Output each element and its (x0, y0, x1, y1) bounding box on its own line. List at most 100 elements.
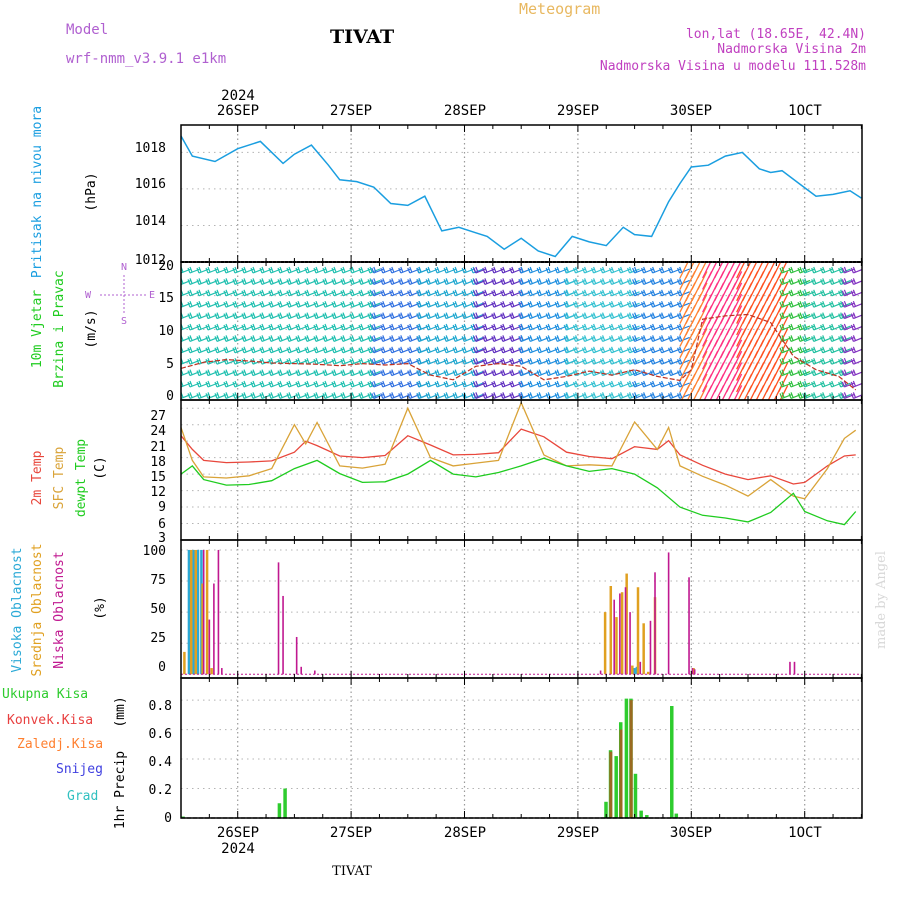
wind-barb (434, 266, 448, 274)
wind-barb (797, 380, 811, 388)
wind-barb (223, 380, 237, 388)
wind-barb (536, 312, 550, 320)
wind-barb (313, 289, 327, 297)
top-day-tick: 1OCT (788, 103, 822, 119)
wind-barb (398, 323, 412, 331)
wind-barb (286, 380, 300, 388)
wind-barb (295, 335, 309, 342)
wind-barb (641, 312, 654, 320)
wind-barb (677, 346, 690, 354)
wind-barb (788, 323, 802, 331)
wind-barb (340, 312, 354, 320)
wind-barb (313, 357, 327, 365)
wind-barb (582, 312, 595, 320)
wind-barb (268, 300, 282, 308)
wind-barb (573, 346, 586, 354)
wind-barb (698, 385, 708, 400)
wind-barb (295, 312, 309, 320)
wind-barb (573, 323, 586, 331)
pressure-ytick: 1012 (135, 253, 166, 268)
wind-barb (564, 346, 577, 354)
wind-barb (641, 266, 654, 274)
wind-barb (434, 323, 448, 331)
wind-barb (820, 289, 833, 297)
wind-barb (829, 323, 842, 331)
wind-barb (232, 323, 246, 331)
wind-barb (582, 392, 595, 399)
wind-barb (811, 266, 824, 274)
temp-2m-line (180, 428, 856, 485)
wind-barb (268, 380, 282, 388)
wind-barb (461, 380, 475, 388)
total-rain-bar (614, 756, 618, 818)
wind-barb (641, 335, 654, 342)
wind-barb (416, 380, 430, 388)
wind-barb (536, 289, 550, 297)
wind-barb (641, 300, 654, 308)
wind-barb (398, 392, 412, 399)
wind-barb (259, 289, 273, 297)
wind-barb (536, 323, 550, 331)
wind-barb (702, 339, 713, 359)
wind-barb (632, 323, 645, 331)
mid-cloud-bar (194, 549, 197, 675)
wind-barb (686, 385, 696, 400)
legend-convective-rain: Konvek.Kisa (7, 713, 93, 728)
wind-barb (829, 300, 842, 308)
wind-barb (259, 335, 273, 342)
total-rain-bar (645, 815, 649, 818)
wind-barb (349, 346, 363, 354)
wind-barb (536, 357, 550, 365)
wind-barb (779, 278, 793, 285)
wind-barb (461, 300, 475, 308)
wind-barb (214, 369, 228, 377)
wind-barb (268, 266, 282, 274)
wind-barb (443, 312, 457, 320)
wind-barb (380, 323, 394, 331)
wind-barb (600, 300, 613, 308)
wind-barb (286, 312, 300, 320)
wind-barb (196, 289, 210, 297)
low-cloud-bar (282, 595, 284, 675)
wind-barb (398, 369, 412, 377)
wind-barb (677, 357, 690, 365)
wind-barb (434, 312, 448, 320)
wind-barb (779, 369, 793, 377)
low-cloud-bar (213, 583, 215, 675)
pressure-ylabel: Pritisak na nivou mora (30, 106, 45, 278)
wind-barb (434, 380, 448, 388)
wind-barb (443, 300, 457, 308)
wind-barb (187, 266, 201, 274)
wind-barb (322, 289, 336, 297)
wind-barb (398, 266, 412, 274)
wind-barb (641, 323, 654, 331)
grid-layer (181, 125, 862, 818)
wind-barb (632, 300, 645, 308)
wind-barb (398, 312, 412, 320)
wind-barb (679, 373, 690, 393)
wind-barb (322, 266, 336, 274)
wind-barb (205, 300, 219, 308)
wind-barb (788, 266, 802, 274)
wind-barb (702, 316, 713, 336)
wind-barb (358, 346, 372, 354)
wind-barb (416, 266, 430, 274)
pressure-ytick: 1018 (135, 141, 166, 156)
wind-barb (702, 373, 713, 393)
wind-barb (627, 335, 640, 342)
wind-barb (500, 392, 514, 399)
wind-barb (259, 392, 273, 399)
wind-barb (802, 346, 815, 354)
footer-station: TIVAT (332, 864, 372, 879)
wind-barb (277, 278, 291, 285)
total-rain-bar (277, 803, 282, 818)
wind-barb (518, 369, 532, 377)
wind-barb (268, 369, 282, 377)
wind-barb (452, 369, 466, 377)
wind-barb (841, 323, 855, 331)
wind-barb (358, 312, 372, 320)
wind-barb (196, 300, 210, 308)
compass-west: W (85, 290, 92, 301)
wind-barb (668, 335, 681, 342)
wind-barb (196, 323, 210, 331)
